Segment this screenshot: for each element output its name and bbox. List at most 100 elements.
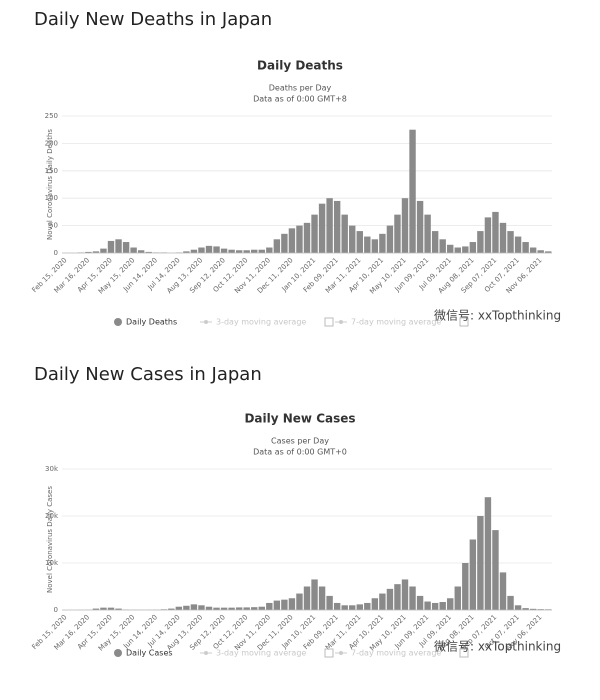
bar bbox=[296, 225, 303, 253]
bar bbox=[379, 233, 386, 253]
legend-label: 3-day moving average bbox=[216, 318, 306, 327]
bar bbox=[514, 605, 522, 610]
bar bbox=[303, 586, 311, 610]
bar bbox=[107, 240, 115, 253]
bar bbox=[356, 604, 363, 610]
bar bbox=[183, 251, 190, 253]
bar bbox=[409, 129, 416, 253]
bar bbox=[190, 604, 198, 610]
bar bbox=[326, 198, 333, 253]
bar bbox=[326, 595, 333, 610]
legend-marker bbox=[339, 320, 343, 324]
bar bbox=[100, 607, 107, 610]
bar bbox=[205, 245, 213, 253]
bar bbox=[303, 222, 311, 253]
bar bbox=[190, 249, 198, 253]
bar bbox=[333, 602, 341, 610]
bar bbox=[220, 607, 228, 610]
bar bbox=[243, 607, 250, 610]
bar bbox=[281, 599, 288, 610]
legend-label: Daily Deaths bbox=[126, 318, 177, 327]
bar bbox=[311, 214, 318, 253]
bar bbox=[145, 251, 152, 253]
bar bbox=[243, 250, 250, 253]
bar bbox=[198, 605, 205, 610]
bar bbox=[416, 200, 424, 253]
legend-label: 3-day moving average bbox=[216, 649, 306, 658]
bar bbox=[424, 601, 431, 610]
bar bbox=[258, 249, 265, 253]
bar bbox=[371, 239, 379, 253]
bar bbox=[386, 588, 394, 610]
watermark: 微信号: xxTopthinking bbox=[434, 309, 561, 323]
bar bbox=[296, 593, 303, 610]
y-tick-label: 0 bbox=[54, 606, 58, 614]
legend-marker bbox=[204, 651, 208, 655]
bar bbox=[318, 586, 326, 610]
bar bbox=[251, 607, 258, 610]
bar bbox=[288, 228, 296, 253]
y-axis-label: Novel Coronavirus Daily Deaths bbox=[46, 129, 54, 240]
bar bbox=[92, 608, 100, 610]
bar bbox=[386, 225, 394, 253]
y-tick-label: 0 bbox=[54, 249, 58, 257]
bar bbox=[545, 251, 552, 253]
bar bbox=[92, 251, 100, 253]
legend-checkbox bbox=[459, 648, 469, 658]
bar bbox=[522, 242, 529, 253]
page-heading: Daily New Deaths in Japan bbox=[34, 9, 272, 30]
legend-marker bbox=[339, 651, 343, 655]
bar bbox=[469, 539, 477, 610]
bar bbox=[401, 579, 409, 610]
bar bbox=[198, 247, 205, 253]
y-tick-label: 50 bbox=[49, 222, 58, 230]
bar bbox=[416, 595, 424, 610]
bar bbox=[251, 249, 258, 253]
bar bbox=[228, 249, 235, 253]
bar bbox=[499, 222, 507, 253]
bar bbox=[439, 602, 446, 610]
bar bbox=[394, 214, 401, 253]
legend-checkbox bbox=[324, 317, 334, 327]
bar bbox=[349, 605, 356, 610]
bar bbox=[266, 602, 273, 610]
bar bbox=[507, 231, 514, 253]
bar bbox=[537, 250, 544, 253]
bar bbox=[431, 602, 439, 610]
bar bbox=[235, 250, 243, 253]
bar bbox=[137, 250, 145, 253]
bar bbox=[175, 606, 183, 610]
bar bbox=[356, 231, 363, 253]
bar bbox=[454, 586, 461, 610]
bar bbox=[507, 595, 514, 610]
bar bbox=[447, 244, 454, 253]
chart-title: Daily Deaths bbox=[257, 59, 343, 73]
bar bbox=[537, 609, 544, 610]
y-tick-label: 150 bbox=[45, 167, 58, 175]
legend-marker bbox=[204, 320, 208, 324]
bar bbox=[364, 602, 371, 610]
bar bbox=[447, 598, 454, 610]
bar bbox=[454, 247, 461, 253]
bar bbox=[281, 233, 288, 253]
bar bbox=[168, 608, 175, 610]
bar bbox=[266, 247, 273, 253]
chart-subtitle: Cases per Day bbox=[271, 437, 329, 446]
bar bbox=[364, 236, 371, 253]
bar bbox=[341, 214, 348, 253]
legend-label: Daily Cases bbox=[126, 649, 173, 658]
legend-label: 7-day moving average bbox=[351, 649, 441, 658]
bar bbox=[318, 203, 326, 253]
bar bbox=[183, 605, 190, 610]
bar bbox=[492, 530, 499, 610]
y-tick-label: 30k bbox=[45, 465, 59, 473]
bar bbox=[514, 236, 522, 253]
bar bbox=[492, 211, 499, 253]
bar bbox=[522, 608, 529, 610]
bar bbox=[85, 251, 92, 253]
bar bbox=[371, 598, 379, 610]
page-heading: Daily New Cases in Japan bbox=[34, 364, 262, 385]
bar bbox=[477, 516, 484, 610]
